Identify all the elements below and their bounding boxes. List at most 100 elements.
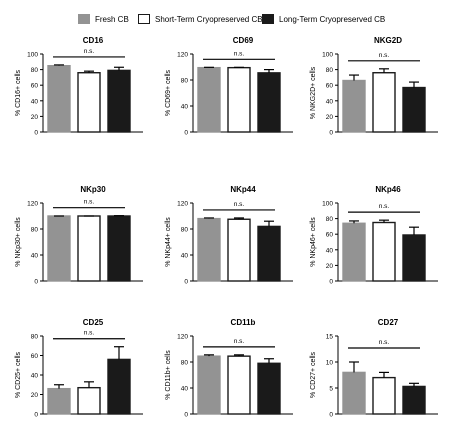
y-tick-label: 0 bbox=[34, 279, 38, 286]
significance-label: n.s. bbox=[379, 203, 390, 210]
bar-fresh bbox=[197, 66, 221, 133]
y-tick-label: 60 bbox=[326, 83, 334, 90]
y-axis-label: % NKp46+ cells bbox=[310, 217, 317, 267]
y-tick-label: 80 bbox=[326, 67, 334, 74]
y-tick-label: 80 bbox=[31, 227, 39, 234]
y-axis-label: % CD25+ cells bbox=[15, 351, 22, 398]
panel-cd25: CD25 % CD25+ cells 0 20 40 60 80 n.s. bbox=[15, 318, 143, 419]
bar-long-term bbox=[402, 385, 426, 415]
y-tick-label: 40 bbox=[181, 386, 189, 393]
y-tick-label: 40 bbox=[181, 104, 189, 111]
y-tick-label: 40 bbox=[326, 98, 334, 105]
y-tick-label: 40 bbox=[31, 98, 39, 105]
panel-title: CD27 bbox=[378, 318, 399, 327]
y-tick-label: 80 bbox=[181, 227, 189, 234]
y-tick-label: 80 bbox=[326, 216, 334, 223]
y-tick-label: 100 bbox=[27, 52, 38, 59]
y-axis-label: % CD27+ cells bbox=[310, 351, 317, 398]
y-tick-label: 60 bbox=[31, 353, 39, 360]
bar-long-term bbox=[402, 86, 426, 133]
y-tick-label: 0 bbox=[34, 412, 38, 419]
y-tick-label: 0 bbox=[329, 279, 333, 286]
y-tick-label: 40 bbox=[181, 253, 189, 260]
y-tick-label: 20 bbox=[31, 392, 39, 399]
significance-label: n.s. bbox=[84, 330, 95, 337]
bar-short-term bbox=[227, 218, 251, 282]
y-tick-label: 0 bbox=[34, 130, 38, 137]
legend-label-short-term: Short-Term Cryopreserved CB bbox=[155, 14, 263, 24]
significance-label: n.s. bbox=[84, 199, 95, 206]
y-axis-label: % CD16+ cells bbox=[15, 69, 22, 116]
y-tick-label: 100 bbox=[322, 52, 333, 59]
bar-short-term bbox=[372, 376, 396, 415]
bar-long-term bbox=[107, 215, 131, 282]
legend-swatch-fresh-cb bbox=[78, 14, 90, 24]
legend-label-fresh-cb: Fresh CB bbox=[95, 14, 129, 24]
bar-short-term bbox=[77, 215, 101, 282]
y-axis-label: % CD69+ cells bbox=[165, 69, 172, 116]
bar-short-term bbox=[227, 355, 251, 415]
bar-short-term bbox=[77, 72, 101, 133]
bar-fresh bbox=[47, 387, 71, 415]
y-tick-label: 0 bbox=[184, 279, 188, 286]
significance-label: n.s. bbox=[234, 338, 245, 345]
legend-swatch-short-term bbox=[138, 14, 150, 24]
bar-fresh bbox=[197, 355, 221, 415]
legend-item-long-term: Long-Term Cryopreserved CB bbox=[262, 12, 385, 26]
bar-long-term bbox=[107, 69, 131, 133]
panel-cd11b: CD11b % CD11b+ cells 0 40 80 120 n.s. bbox=[165, 318, 293, 419]
y-tick-label: 5 bbox=[329, 386, 333, 393]
y-tick-label: 60 bbox=[31, 83, 39, 90]
significance-label: n.s. bbox=[234, 50, 245, 57]
y-tick-label: 80 bbox=[181, 78, 189, 85]
y-tick-label: 40 bbox=[31, 373, 39, 380]
panel-title: CD69 bbox=[233, 36, 254, 45]
bar-long-term bbox=[257, 362, 281, 415]
panel-title: NKG2D bbox=[374, 36, 402, 45]
panel-title: CD11b bbox=[231, 318, 256, 327]
y-tick-label: 60 bbox=[326, 232, 334, 239]
y-axis-label: % NKp30+ cells bbox=[15, 217, 22, 267]
panel-nkp44: NKp44 % NKp44+ cells 0 40 80 120 n.s. bbox=[165, 185, 293, 286]
bar-fresh bbox=[47, 215, 71, 282]
y-tick-label: 120 bbox=[27, 201, 38, 208]
y-tick-label: 20 bbox=[326, 263, 334, 270]
bar-short-term bbox=[227, 66, 251, 133]
y-tick-label: 40 bbox=[326, 247, 334, 254]
y-tick-label: 40 bbox=[31, 253, 39, 260]
significance-label: n.s. bbox=[379, 339, 390, 346]
y-tick-label: 0 bbox=[184, 130, 188, 137]
y-tick-label: 15 bbox=[326, 334, 334, 341]
panel-title: CD25 bbox=[83, 318, 104, 327]
y-axis-label: % NKG2D+ cells bbox=[310, 66, 317, 119]
bar-long-term bbox=[257, 72, 281, 133]
y-axis-label: % CD11b+ cells bbox=[165, 350, 172, 400]
y-tick-label: 0 bbox=[329, 412, 333, 419]
significance-label: n.s. bbox=[234, 201, 245, 208]
panel-nkp30: NKp30 % NKp30+ cells 0 40 80 120 n.s. bbox=[15, 185, 143, 286]
panel-title: NKp44 bbox=[230, 185, 256, 194]
panel-cd16: CD16 % CD16+ cells 0 20 40 60 80 100 n.s. bbox=[15, 36, 143, 137]
y-tick-label: 0 bbox=[184, 412, 188, 419]
bar-fresh bbox=[342, 222, 366, 282]
legend-item-short-term: Short-Term Cryopreserved CB bbox=[138, 12, 263, 26]
y-tick-label: 80 bbox=[31, 334, 39, 341]
significance-label: n.s. bbox=[379, 52, 390, 59]
y-tick-label: 10 bbox=[326, 360, 334, 367]
y-tick-label: 120 bbox=[177, 201, 188, 208]
y-tick-label: 0 bbox=[329, 130, 333, 137]
bar-short-term bbox=[77, 386, 101, 415]
legend-item-fresh-cb: Fresh CB bbox=[78, 12, 129, 26]
y-tick-label: 20 bbox=[31, 114, 39, 121]
panel-nkp46: NKp46 % NKp46+ cells 0 20 40 60 80 100 n.s. bbox=[310, 185, 438, 286]
legend-label-long-term: Long-Term Cryopreserved CB bbox=[279, 14, 386, 24]
bar-fresh bbox=[342, 79, 366, 133]
bar-fresh bbox=[47, 64, 71, 133]
y-tick-label: 100 bbox=[322, 201, 333, 208]
panel-nkg2d: NKG2D % NKG2D+ cells 0 20 40 60 80 100 n.s. bbox=[310, 36, 438, 137]
y-tick-label: 120 bbox=[177, 334, 188, 341]
bar-fresh bbox=[197, 217, 221, 282]
panel-title: NKp30 bbox=[80, 185, 106, 194]
panel-title: NKp46 bbox=[375, 185, 401, 194]
